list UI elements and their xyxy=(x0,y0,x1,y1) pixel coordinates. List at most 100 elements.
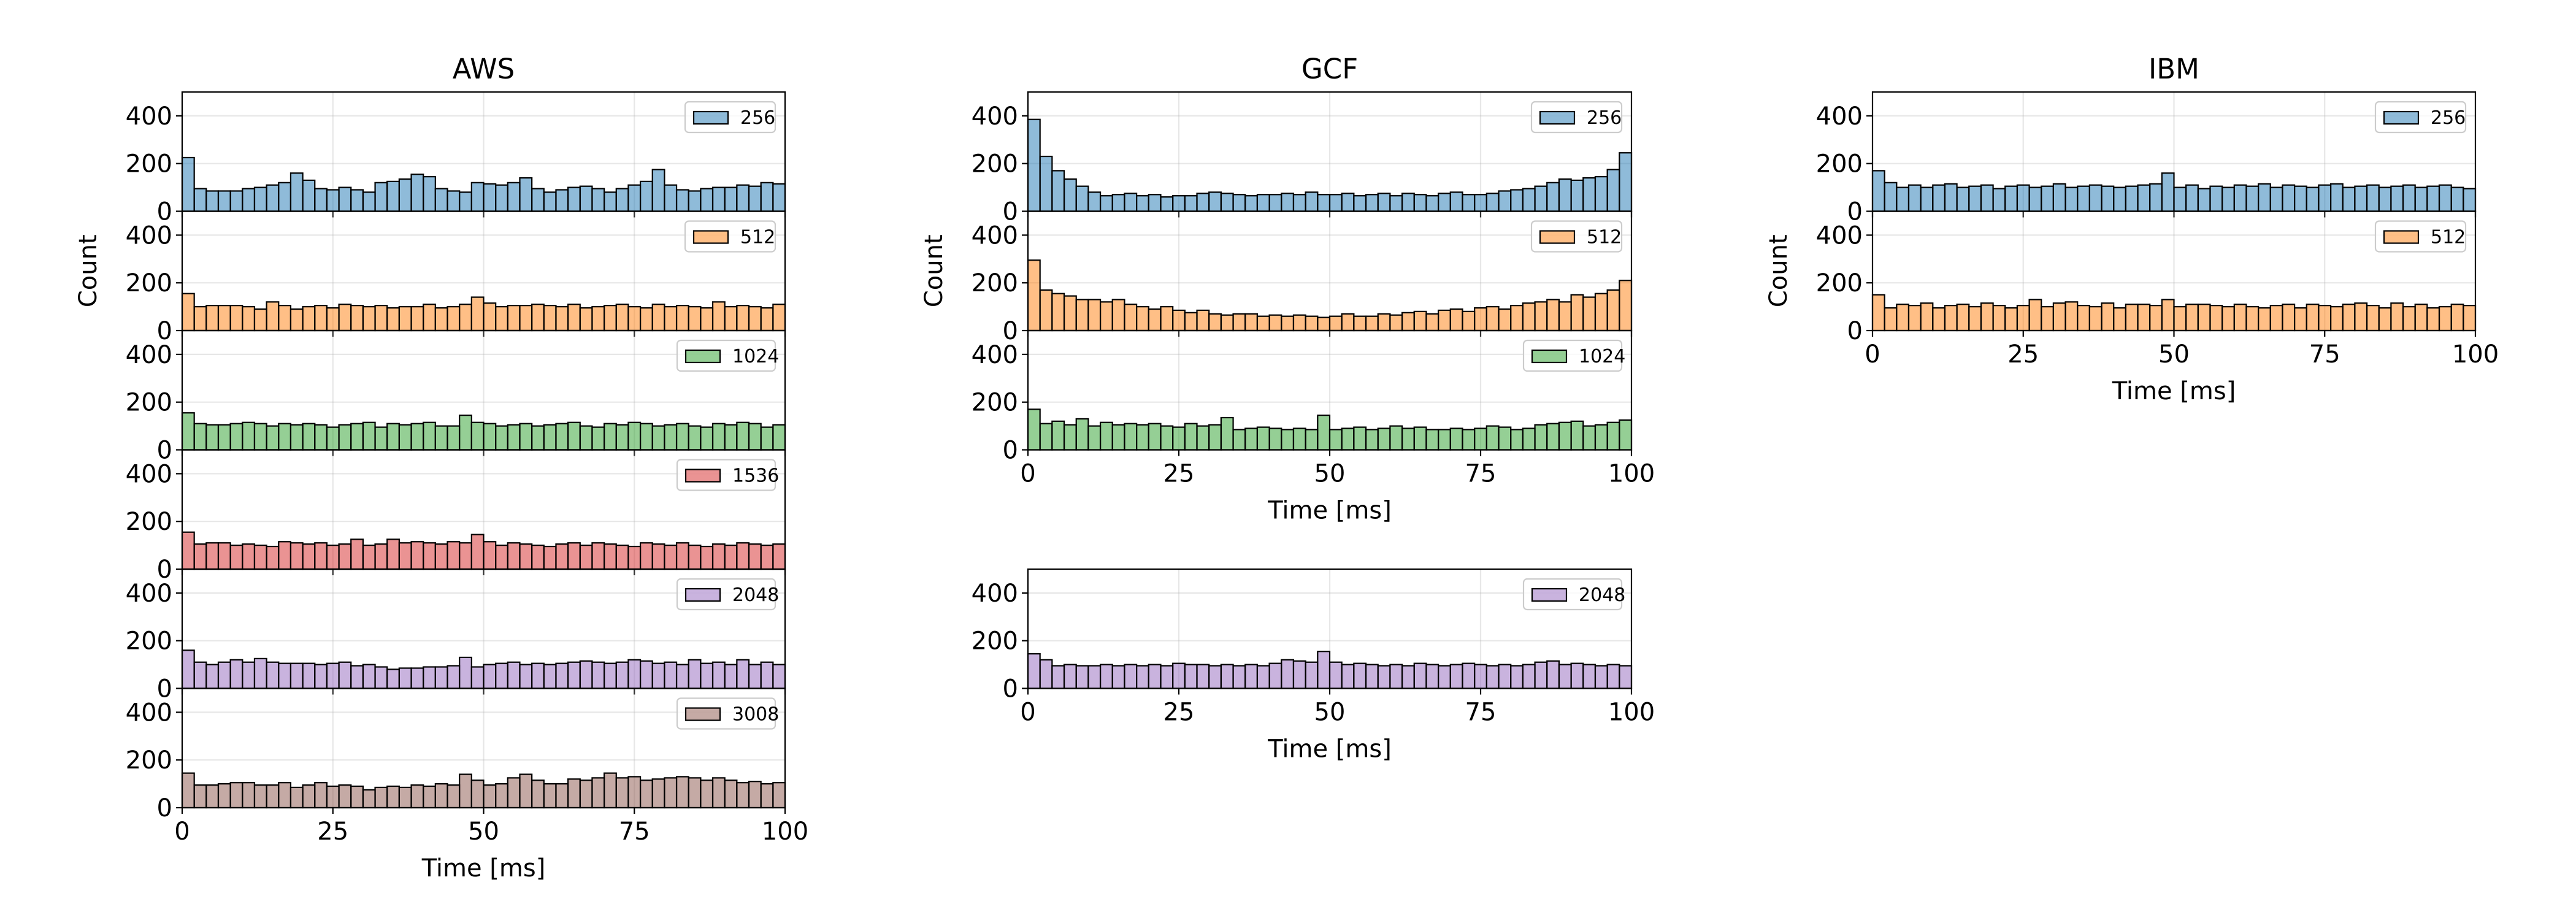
legend-label: 512 xyxy=(2431,227,2466,248)
histogram-bar xyxy=(447,190,461,212)
y-tick-label: 0 xyxy=(1847,317,1863,345)
legend: 256 xyxy=(2374,101,2467,134)
histogram-bar xyxy=(688,659,702,689)
y-tick-label: 400 xyxy=(1816,221,1863,250)
x-tick-label: 25 xyxy=(1163,699,1195,727)
histogram-bar xyxy=(591,426,605,451)
histogram-bar xyxy=(459,191,472,212)
histogram-bar xyxy=(2402,184,2416,212)
histogram-bar xyxy=(423,785,436,809)
histogram-bar xyxy=(1884,307,1898,332)
histogram-bar xyxy=(1968,185,1982,212)
histogram-bar xyxy=(1220,416,1234,451)
legend-label: 3008 xyxy=(732,704,779,726)
histogram-bar xyxy=(1268,194,1282,212)
histogram-bar xyxy=(1124,664,1138,689)
y-axis-label: Count xyxy=(74,234,102,307)
histogram-bar xyxy=(748,543,762,570)
histogram-bar xyxy=(2414,304,2428,332)
x-tick-label: 50 xyxy=(1314,460,1346,488)
histogram-bar xyxy=(350,189,364,212)
histogram-bar xyxy=(603,772,617,809)
histogram-bar xyxy=(398,786,412,809)
histogram-bar xyxy=(1896,304,1910,332)
histogram-bar xyxy=(2342,186,2356,212)
histogram-bar xyxy=(386,180,400,212)
histogram-bar xyxy=(483,784,497,809)
histogram-bar xyxy=(338,784,352,809)
histogram-bar xyxy=(1896,186,1910,212)
x-tick-label: 100 xyxy=(1608,460,1655,488)
histogram-bar xyxy=(1184,312,1198,332)
histogram-bar xyxy=(1570,420,1584,451)
histogram-bar xyxy=(2004,185,2018,212)
histogram-bar xyxy=(2064,186,2079,212)
histogram-bar xyxy=(627,421,642,451)
legend-label: 1024 xyxy=(1579,346,1625,367)
histogram-bar xyxy=(519,664,533,689)
histogram-bar xyxy=(278,541,292,570)
histogram-bar xyxy=(2028,299,2042,332)
histogram-bar xyxy=(1365,429,1379,451)
histogram-bar xyxy=(423,304,436,332)
histogram-bar xyxy=(229,423,243,451)
histogram-bar xyxy=(2390,185,2404,212)
histogram-bar xyxy=(1944,305,1958,332)
legend: 1024 xyxy=(676,339,779,372)
histogram-bar xyxy=(278,423,292,451)
histogram-bar xyxy=(217,190,231,212)
histogram-bar xyxy=(1498,190,1512,212)
histogram-bar xyxy=(1582,425,1597,451)
histogram-bar xyxy=(1485,193,1500,212)
histogram-bar xyxy=(1051,420,1065,451)
histogram-bar xyxy=(1063,178,1077,212)
histogram-bar xyxy=(434,543,448,570)
histogram-bar xyxy=(1413,194,1427,212)
histogram-bar xyxy=(278,782,292,809)
histogram-bar xyxy=(266,301,280,332)
histogram-bar xyxy=(1389,195,1403,212)
histogram-bar xyxy=(1522,302,1536,332)
y-tick-label: 0 xyxy=(157,556,172,584)
histogram-bar xyxy=(1208,191,1222,212)
histogram-bar xyxy=(181,531,195,570)
histogram-bar xyxy=(181,772,195,809)
histogram-bar xyxy=(724,306,738,332)
histogram-bar xyxy=(615,777,629,809)
histogram-bar xyxy=(1256,194,1270,212)
histogram-bar xyxy=(543,305,557,332)
histogram-bar xyxy=(688,190,702,212)
histogram-bar xyxy=(1184,195,1198,212)
histogram-bar xyxy=(193,188,207,212)
x-tick-label: 75 xyxy=(1465,460,1497,488)
histogram-bar xyxy=(651,543,665,570)
histogram-bar xyxy=(664,184,678,212)
histogram-bar xyxy=(2402,306,2416,332)
y-tick-label: 200 xyxy=(1816,269,1863,297)
histogram-bar xyxy=(1474,427,1487,451)
histogram-bar xyxy=(2137,184,2151,212)
histogram-bar xyxy=(711,186,726,212)
y-axis-label: Count xyxy=(1765,234,1793,307)
histogram-bar xyxy=(1558,421,1572,451)
histogram-bar xyxy=(1582,296,1597,332)
histogram-bar xyxy=(483,423,497,451)
histogram-bar xyxy=(1992,188,2006,212)
histogram-bar xyxy=(302,306,316,332)
histogram-bar xyxy=(253,186,267,212)
histogram-bar xyxy=(1606,169,1620,212)
histogram-bar xyxy=(1232,429,1246,451)
y-tick-label: 200 xyxy=(972,627,1018,656)
histogram-bar xyxy=(736,542,750,570)
histogram-bar xyxy=(2354,302,2368,332)
histogram-bar xyxy=(543,191,557,212)
histogram-bar xyxy=(1353,662,1367,689)
legend: 512 xyxy=(1530,220,1623,253)
histogram-bar xyxy=(398,667,412,689)
histogram-bar xyxy=(289,542,304,570)
histogram-bar xyxy=(603,191,617,212)
histogram-bar xyxy=(543,545,557,570)
x-tick-label: 100 xyxy=(762,818,808,846)
histogram-bar xyxy=(470,296,485,332)
histogram-bar xyxy=(1244,427,1259,451)
